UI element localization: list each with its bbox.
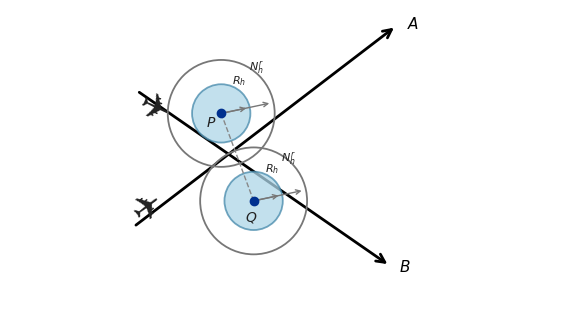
Text: $R_h$: $R_h$ (232, 75, 246, 88)
Circle shape (225, 172, 283, 230)
Circle shape (192, 84, 250, 143)
Text: Q: Q (245, 210, 256, 224)
Text: ✈: ✈ (132, 88, 174, 132)
Text: $N_h^r$: $N_h^r$ (281, 151, 296, 168)
Text: A: A (408, 17, 418, 32)
Text: $R_h$: $R_h$ (264, 162, 279, 176)
Text: $N_h^r$: $N_h^r$ (249, 60, 264, 76)
Text: B: B (400, 260, 410, 275)
Text: ✈: ✈ (126, 185, 171, 230)
Text: P: P (207, 116, 215, 130)
